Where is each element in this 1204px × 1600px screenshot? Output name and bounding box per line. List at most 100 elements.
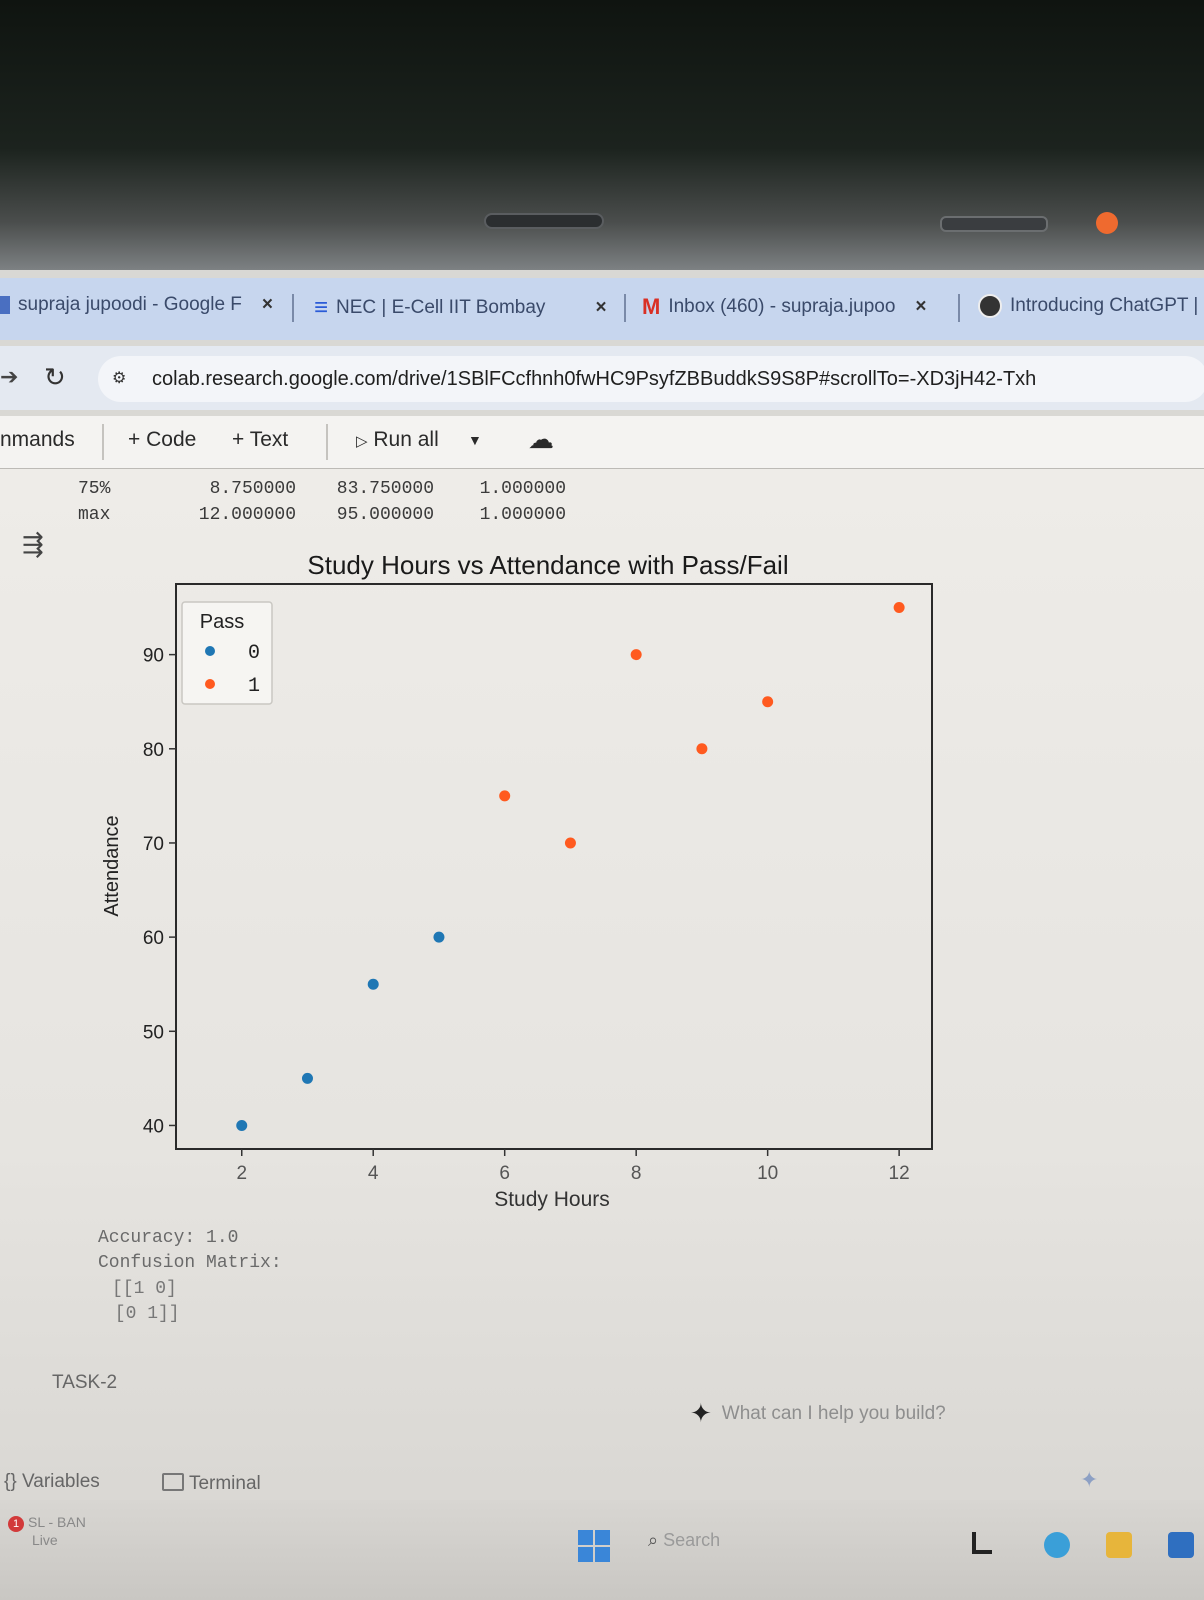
folder-icon[interactable] <box>1106 1532 1132 1558</box>
gemini-prompt[interactable]: ✦ What can I help you build? <box>690 1398 946 1429</box>
taskbar-search[interactable]: ⌕ Search <box>648 1530 720 1551</box>
search-label: Search <box>663 1530 721 1550</box>
chart-title: Study Hours vs Attendance with Pass/Fail <box>307 550 788 580</box>
colab-bottom-bar: {} Variables Terminal ✦ <box>0 1455 1204 1495</box>
reload-icon[interactable]: ↻ <box>44 362 66 392</box>
y-tick-label: 50 <box>143 1022 164 1043</box>
laptop-bezel <box>0 0 1204 270</box>
add-text-button[interactable]: + Text <box>232 428 289 451</box>
y-tick-label: 70 <box>143 834 164 855</box>
legend: Pass 0 1 <box>181 601 273 705</box>
y-tick-label: 90 <box>143 646 164 667</box>
url-field[interactable]: ⚙ colab.research.google.com/drive/1SBlFC… <box>98 356 1204 402</box>
terminal-icon <box>162 1473 184 1491</box>
terminal-button[interactable]: Terminal <box>162 1473 261 1495</box>
news-title: SL - BAN <box>28 1514 86 1530</box>
browser-tab-bar: supraja jupoodi - Google F × ≡ NEC | E-C… <box>0 278 1204 340</box>
confusion-matrix-title: Confusion Matrix: <box>98 1253 282 1273</box>
windows-start-icon[interactable] <box>578 1530 610 1562</box>
tab-gmail[interactable]: M Inbox (460) - supraja.jupoo × <box>642 294 927 320</box>
legend-marker-1 <box>205 679 215 689</box>
legend-marker-0 <box>205 646 215 656</box>
x-tick-label: 4 <box>368 1163 379 1184</box>
app-icon[interactable] <box>972 1532 992 1554</box>
add-code-button[interactable]: + Code <box>128 428 197 451</box>
y-tick-label: 60 <box>143 928 164 949</box>
toolbar-divider <box>102 424 104 460</box>
scatter-point-pass-1 <box>696 743 708 755</box>
x-tick-label: 12 <box>889 1163 910 1184</box>
tab-divider <box>624 294 626 322</box>
scatter-point-pass-0 <box>367 978 379 990</box>
url-text: colab.research.google.com/drive/1SBlFCcf… <box>152 368 1037 390</box>
tab-label: supraja jupoodi - Google F <box>18 294 242 315</box>
camera-housing <box>484 213 604 229</box>
commands-button[interactable]: nmands <box>0 428 75 451</box>
stats-row: max 12.000000 95.000000 1.000000 <box>78 505 566 525</box>
scatter-point-pass-0 <box>301 1072 313 1084</box>
gemini-prompt-text: What can I help you build? <box>721 1403 946 1424</box>
x-tick-label: 6 <box>499 1163 510 1184</box>
scatter-point-pass-1 <box>564 837 576 849</box>
store-icon[interactable] <box>1168 1532 1194 1558</box>
sparkle-icon[interactable]: ✦ <box>1080 1467 1099 1492</box>
y-tick-label: 80 <box>143 740 164 761</box>
stats-value: 95.000000 <box>336 505 434 525</box>
confusion-matrix-row: [0 1]] <box>104 1304 180 1324</box>
run-all-dropdown-icon[interactable]: ▼ <box>468 432 482 448</box>
scatter-point-pass-1 <box>893 602 905 614</box>
sensor-strip <box>940 216 1048 232</box>
scatter-point-pass-1 <box>630 649 642 661</box>
run-all-label: Run all <box>373 428 439 451</box>
x-tick-label: 8 <box>631 1163 642 1184</box>
tab-divider <box>958 294 960 322</box>
scatter-point-pass-1 <box>499 790 511 802</box>
variables-label: Variables <box>21 1471 100 1492</box>
scatter-point-pass-1 <box>762 696 774 708</box>
back-arrow-icon[interactable]: ➔ <box>0 364 19 389</box>
cloud-save-icon[interactable]: ☁ <box>528 424 554 454</box>
news-widget[interactable]: 1 SL - BAN Live <box>8 1514 86 1548</box>
close-icon[interactable]: × <box>595 297 607 318</box>
output-toggle-icon[interactable]: ⇶ <box>22 529 44 559</box>
news-subtitle: Live <box>32 1532 58 1548</box>
stats-label: max <box>78 505 111 525</box>
accuracy-text: Accuracy: 1.0 <box>98 1228 239 1248</box>
tab-label: Introducing ChatGPT | <box>1010 295 1199 316</box>
tab-divider <box>292 294 294 322</box>
stats-value: 83.750000 <box>336 479 434 499</box>
x-axis-label: Study Hours <box>494 1188 610 1211</box>
run-all-button[interactable]: ▷ Run all <box>356 428 439 452</box>
ecell-icon: ≡ <box>314 294 329 321</box>
stats-value: 1.000000 <box>479 479 566 499</box>
tab-google-doc[interactable]: supraja jupoodi - Google F × <box>0 294 273 316</box>
variables-button[interactable]: {} Variables <box>4 1471 100 1493</box>
tab-label: NEC | E-Cell IIT Bombay <box>336 297 546 318</box>
tab-ecell[interactable]: ≡ NEC | E-Cell IIT Bombay × <box>314 294 607 322</box>
terminal-label: Terminal <box>188 1473 261 1494</box>
stats-value: 12.000000 <box>198 505 296 525</box>
close-icon[interactable]: × <box>261 294 274 315</box>
toolbar-divider <box>326 424 328 460</box>
alert-badge: 1 <box>8 1516 24 1532</box>
tab-chatgpt[interactable]: Introducing ChatGPT | <box>978 294 1198 318</box>
scatter-point-pass-0 <box>433 931 445 943</box>
gmail-icon: M <box>642 294 661 319</box>
y-axis: 40 50 60 70 80 90 <box>143 646 176 1137</box>
section-heading: TASK-2 <box>52 1372 118 1393</box>
braces-icon: {} <box>4 1471 17 1492</box>
browser-app-icon[interactable] <box>1044 1532 1070 1558</box>
plot-area <box>175 583 933 1150</box>
colab-toolbar: nmands + Code + Text ▷ Run all ▼ ☁ <box>0 416 1204 469</box>
site-settings-icon[interactable]: ⚙ <box>112 370 127 387</box>
x-axis: 2 4 6 8 10 12 <box>236 1149 910 1184</box>
x-tick-label: 10 <box>757 1163 778 1184</box>
camera-led <box>1096 212 1118 234</box>
y-tick-label: 40 <box>143 1116 164 1137</box>
stats-label: 75% <box>78 479 111 499</box>
legend-label-1: 1 <box>248 675 260 698</box>
play-icon: ▷ <box>356 433 368 450</box>
os-taskbar: 1 SL - BAN Live ⌕ Search <box>0 1500 1204 1600</box>
close-icon[interactable]: × <box>915 296 927 317</box>
